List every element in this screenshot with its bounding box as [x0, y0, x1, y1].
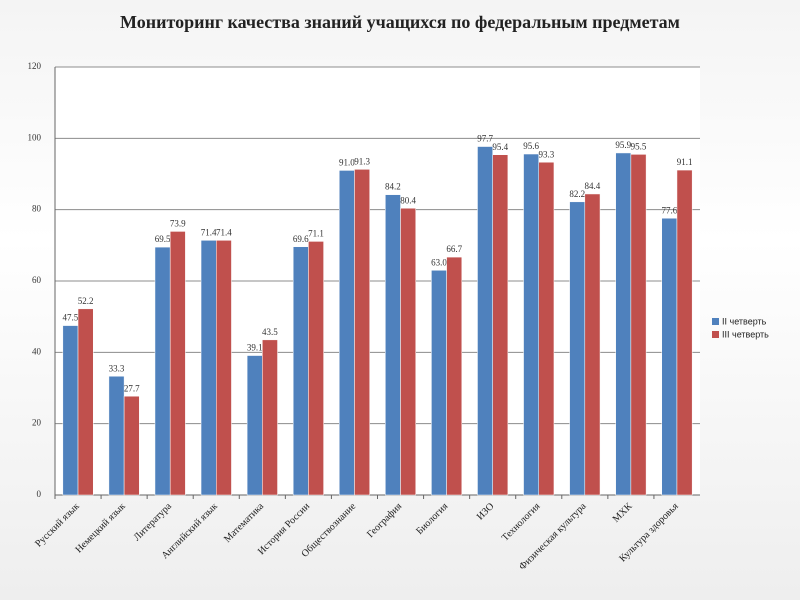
x-tick-label: ИЗО: [475, 501, 497, 523]
bar: [200, 240, 217, 496]
y-tick-label: 100: [28, 132, 42, 142]
chart-title: Мониторинг качества знаний учащихся по ф…: [120, 12, 680, 32]
x-tick-label: Технология: [500, 501, 543, 544]
value-label: 91.3: [354, 156, 370, 166]
y-tick-label: 80: [32, 204, 42, 214]
value-label: 73.9: [170, 218, 186, 228]
value-label: 71.4: [216, 227, 232, 237]
y-tick-label: 0: [37, 489, 42, 499]
x-tick-label: Математика: [222, 501, 266, 545]
bar: [523, 153, 540, 496]
value-label: 95.5: [631, 141, 647, 151]
bar: [123, 395, 140, 496]
bar: [385, 194, 401, 496]
x-tick-label: Немецкий язык: [73, 501, 128, 556]
bar: [262, 339, 278, 496]
value-label: 69.5: [155, 234, 171, 244]
value-label: 43.5: [262, 327, 278, 337]
bar: [676, 169, 693, 496]
bar: [661, 217, 678, 496]
value-label: 84.4: [585, 181, 601, 191]
value-label: 97.7: [477, 134, 493, 144]
value-label: 95.4: [492, 142, 508, 152]
value-label: 77.6: [661, 205, 677, 215]
bar: [292, 246, 309, 496]
value-label: 47.5: [63, 313, 79, 323]
bar: [584, 193, 601, 496]
value-label: 52.2: [78, 296, 94, 306]
bar: [308, 241, 324, 496]
bar: [492, 154, 509, 496]
value-label: 39.1: [247, 343, 263, 353]
legend-swatch: [712, 331, 719, 338]
bar: [216, 240, 232, 496]
bar: [630, 154, 647, 496]
y-tick-label: 20: [32, 418, 42, 428]
value-label: 91.0: [339, 157, 355, 167]
legend-label: III четверть: [722, 329, 769, 339]
value-label: 27.7: [124, 383, 140, 393]
value-label: 91.1: [677, 157, 693, 167]
bar: [62, 325, 79, 496]
legend-label: II четверть: [722, 316, 767, 326]
bar: [169, 231, 186, 496]
bar: [400, 207, 416, 496]
value-label: 80.4: [400, 195, 416, 205]
value-label: 63.0: [431, 257, 447, 267]
bar: [569, 201, 586, 496]
x-tick-label: География: [365, 501, 404, 540]
bar: [108, 375, 125, 496]
value-label: 66.7: [446, 244, 462, 254]
bar: [538, 161, 555, 496]
bar: [615, 152, 632, 496]
bar: [339, 170, 355, 496]
x-tick-label: Русский язык: [33, 501, 82, 550]
x-tick-label: Биология: [414, 501, 450, 537]
bar: [77, 308, 94, 496]
bar: [154, 246, 171, 496]
value-label: 95.6: [523, 141, 539, 151]
y-tick-label: 120: [28, 61, 42, 71]
value-label: 71.4: [201, 227, 217, 237]
y-tick-label: 40: [32, 346, 42, 356]
x-tick-label: МХК: [611, 501, 635, 525]
value-label: 95.9: [615, 140, 631, 150]
value-label: 82.2: [569, 189, 585, 199]
bar: [431, 270, 447, 496]
value-label: 93.3: [538, 149, 554, 159]
value-label: 71.1: [308, 228, 324, 238]
value-label: 84.2: [385, 182, 401, 192]
bar: [246, 355, 263, 496]
legend-swatch: [712, 318, 719, 325]
bar: [354, 169, 370, 496]
bar: [446, 256, 463, 496]
bar: [477, 146, 493, 496]
value-label: 33.3: [109, 363, 125, 373]
y-tick-label: 60: [32, 275, 42, 285]
x-tick-label: Литература: [132, 501, 175, 544]
value-label: 69.6: [293, 234, 309, 244]
